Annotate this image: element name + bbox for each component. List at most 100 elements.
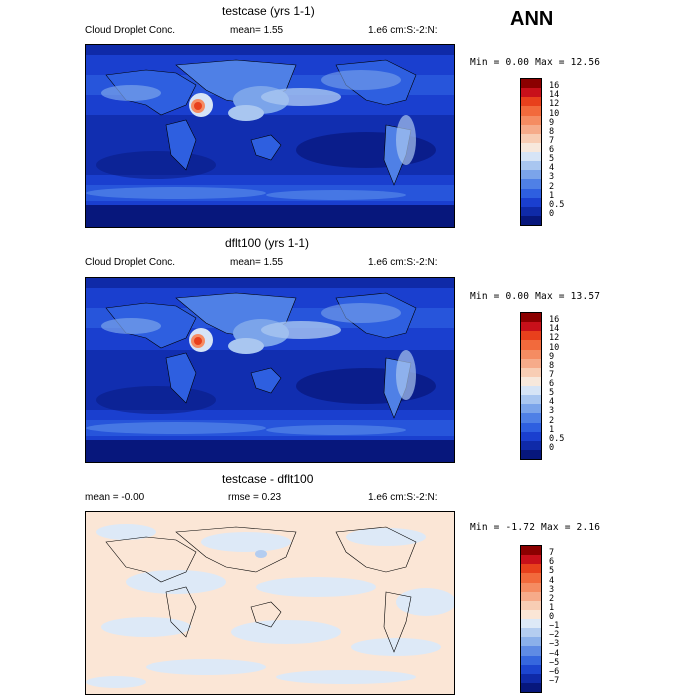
panel2-colorbar-tick: 3 bbox=[549, 406, 555, 417]
panel2-colorbar-tick: 5 bbox=[549, 388, 555, 399]
panel3-colorbar-tick: −7 bbox=[549, 675, 560, 686]
panel3-colorbar-segment bbox=[521, 609, 541, 619]
panel3-colorbar bbox=[520, 545, 542, 693]
panel3-colorbar-segment bbox=[521, 664, 541, 674]
panel3-colorbar-segment bbox=[521, 564, 541, 574]
panel3-colorbar-segment bbox=[521, 637, 541, 647]
panel2-colorbar-tick: 0.5 bbox=[549, 433, 565, 444]
panel1-mean: mean= 1.55 bbox=[230, 25, 284, 36]
panel3-colorbar-segment bbox=[521, 600, 541, 610]
panel1-colorbar-tick: 5 bbox=[549, 154, 555, 165]
panel1-colorbar-tick: 0.5 bbox=[549, 199, 565, 210]
panel3-colorbar-segment bbox=[521, 673, 541, 683]
panel1-units: 1.e6 cm:S:-2:N: bbox=[368, 25, 438, 36]
panel2-colorbar-tick: 14 bbox=[549, 324, 560, 335]
panel1-colorbar-segment bbox=[521, 106, 541, 116]
panel1-colorbar-segment bbox=[521, 188, 541, 198]
panel3-colorbar-segment bbox=[521, 591, 541, 601]
panel1-colorbar-segment bbox=[521, 97, 541, 107]
panel3-colorbar-tick: 4 bbox=[549, 575, 555, 586]
panel1-colorbar-tick: 7 bbox=[549, 135, 555, 146]
panel1-colorbar-tick: 12 bbox=[549, 99, 560, 110]
panel1-colorbar-segment bbox=[521, 88, 541, 98]
panel2-units: 1.e6 cm:S:-2:N: bbox=[368, 257, 438, 268]
panel2-minmax: Min = 0.00 Max = 13.57 bbox=[470, 291, 601, 302]
panel1-map bbox=[85, 44, 455, 228]
panel3-map bbox=[85, 511, 455, 695]
panel3-colorbar-tick: −1 bbox=[549, 621, 560, 632]
panel1-colorbar-segment bbox=[521, 170, 541, 180]
panel2-colorbar-tick: 10 bbox=[549, 342, 560, 353]
panel1-colorbar-tick: 0 bbox=[549, 208, 555, 219]
panel1-colorbar-segment bbox=[521, 179, 541, 189]
panel2-colorbar-segment bbox=[521, 413, 541, 423]
panel1-colorbar-segment bbox=[521, 79, 541, 89]
panel3-units: 1.e6 cm:S:-2:N: bbox=[368, 492, 438, 503]
panel2-colorbar-segment bbox=[521, 376, 541, 386]
panel2-colorbar-tick: 4 bbox=[549, 397, 555, 408]
panel2-colorbar-segment bbox=[521, 349, 541, 359]
panel3-title: testcase - dflt100 bbox=[222, 472, 314, 486]
panel2-colorbar-tick: 16 bbox=[549, 315, 560, 326]
panel2-mean: mean= 1.55 bbox=[230, 257, 284, 268]
panel2-colorbar-segment bbox=[521, 386, 541, 396]
panel1-colorbar-tick: 1 bbox=[549, 190, 555, 201]
panel3-colorbar-segment bbox=[521, 655, 541, 665]
panel3-colorbar-tick: 5 bbox=[549, 566, 555, 577]
panel2-colorbar-segment bbox=[521, 313, 541, 323]
panel2-title: dflt100 (yrs 1-1) bbox=[225, 236, 310, 250]
panel1-colorbar-tick: 2 bbox=[549, 181, 555, 192]
panel3-colorbar-tick: −2 bbox=[549, 630, 560, 641]
panel3-colorbar-tick: 1 bbox=[549, 602, 555, 613]
panel3-colorbar-segment bbox=[521, 555, 541, 565]
panel2-map bbox=[85, 277, 455, 463]
panel1-colorbar-segment bbox=[521, 215, 541, 225]
panel2-variable: Cloud Droplet Conc. bbox=[85, 257, 176, 268]
panel2-colorbar-segment bbox=[521, 440, 541, 450]
panel3-colorbar-tick: −6 bbox=[549, 666, 560, 677]
panel3-colorbar-tick: 3 bbox=[549, 584, 555, 595]
panel1-colorbar-segment bbox=[521, 115, 541, 125]
panel2-colorbar bbox=[520, 312, 542, 460]
panel3-colorbar-segment bbox=[521, 546, 541, 556]
panel1-colorbar bbox=[520, 78, 542, 226]
panel3-colorbar-segment bbox=[521, 582, 541, 592]
panel3-mean: mean = -0.00 bbox=[85, 492, 145, 503]
panel3-colorbar-tick: 6 bbox=[549, 557, 555, 568]
panel2-colorbar-segment bbox=[521, 422, 541, 432]
panel1-colorbar-tick: 8 bbox=[549, 126, 555, 137]
panel2-colorbar-tick: 8 bbox=[549, 360, 555, 371]
panel2-colorbar-tick: 0 bbox=[549, 442, 555, 453]
panel3-colorbar-segment bbox=[521, 646, 541, 656]
panel1-colorbar-tick: 14 bbox=[549, 90, 560, 101]
panel3-colorbar-segment bbox=[521, 682, 541, 692]
panel1-colorbar-tick: 3 bbox=[549, 172, 555, 183]
panel1-colorbar-segment bbox=[521, 197, 541, 207]
panel1-title: testcase (yrs 1-1) bbox=[222, 4, 315, 18]
panel1-colorbar-tick: 9 bbox=[549, 117, 555, 128]
panel2-colorbar-segment bbox=[521, 431, 541, 441]
panel3-colorbar-segment bbox=[521, 619, 541, 629]
panel3-colorbar-tick: −3 bbox=[549, 639, 560, 650]
panel1-variable: Cloud Droplet Conc. bbox=[85, 25, 176, 36]
panel1-colorbar-segment bbox=[521, 206, 541, 216]
panel3-colorbar-tick: −5 bbox=[549, 657, 560, 668]
panel1-colorbar-segment bbox=[521, 152, 541, 162]
panel2-colorbar-segment bbox=[521, 358, 541, 368]
panel2-colorbar-segment bbox=[521, 340, 541, 350]
panel3-colorbar-tick: 7 bbox=[549, 548, 555, 559]
panel1-colorbar-tick: 6 bbox=[549, 145, 555, 155]
panel2-colorbar-segment bbox=[521, 404, 541, 414]
panel3-colorbar-segment bbox=[521, 628, 541, 638]
panel2-colorbar-segment bbox=[521, 331, 541, 341]
panel2-colorbar-tick: 6 bbox=[549, 379, 555, 389]
panel2-colorbar-segment bbox=[521, 322, 541, 332]
panel1-colorbar-tick: 16 bbox=[549, 81, 560, 92]
panel1-colorbar-segment bbox=[521, 133, 541, 143]
panel2-colorbar-tick: 7 bbox=[549, 369, 555, 380]
panel2-colorbar-tick: 9 bbox=[549, 351, 555, 362]
panel1-minmax: Min = 0.00 Max = 12.56 bbox=[470, 57, 601, 68]
panel3-colorbar-tick: 0 bbox=[549, 612, 555, 622]
panel2-colorbar-tick: 1 bbox=[549, 424, 555, 435]
